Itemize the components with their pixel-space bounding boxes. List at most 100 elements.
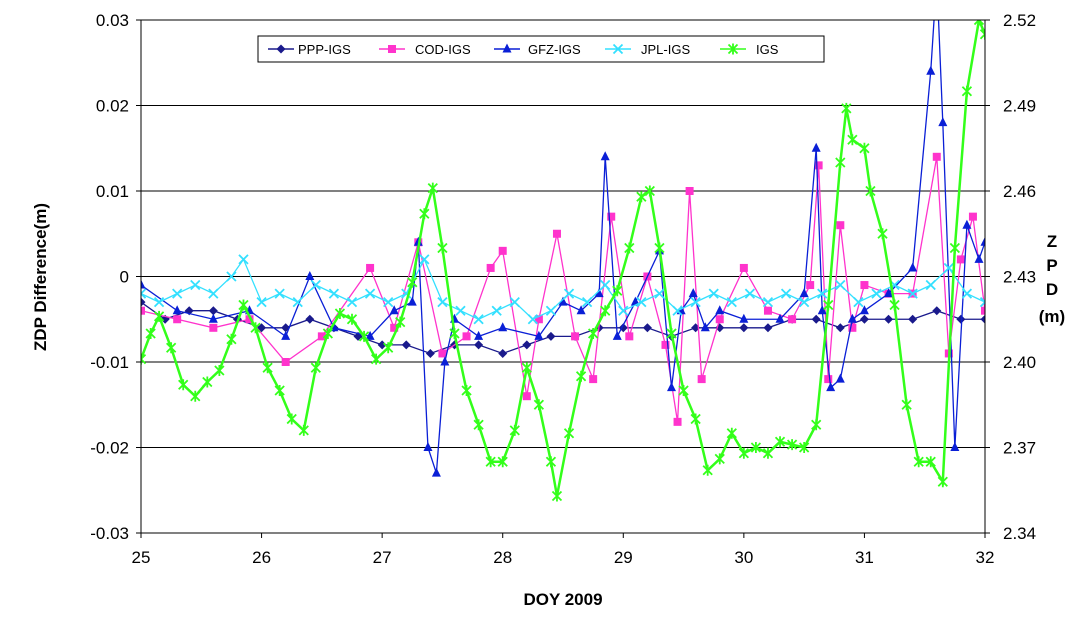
series-layer <box>141 20 985 502</box>
y2-tick-label: 2.43 <box>1003 268 1036 287</box>
data-point <box>497 456 508 468</box>
data-point <box>214 365 225 377</box>
data-point <box>625 332 634 341</box>
data-point <box>600 151 610 161</box>
data-point <box>377 340 387 350</box>
data-point <box>437 242 448 254</box>
data-point <box>250 322 261 334</box>
x-tick-label: 29 <box>614 548 633 567</box>
data-point <box>141 306 145 315</box>
legend-marker <box>388 45 396 53</box>
y2-tick-label: 2.34 <box>1003 524 1036 543</box>
data-point <box>527 314 538 325</box>
data-point <box>173 315 182 324</box>
y2-axis-title-char-1: Z <box>1047 232 1057 251</box>
data-point <box>823 299 834 311</box>
data-point <box>763 323 773 333</box>
data-point <box>153 310 165 322</box>
data-point <box>841 102 852 114</box>
data-point <box>726 297 737 308</box>
data-point <box>209 323 218 332</box>
data-point <box>690 413 701 425</box>
data-point <box>672 305 683 316</box>
y2-tick-label: 2.52 <box>1003 11 1036 30</box>
data-point <box>440 356 450 366</box>
data-point <box>642 323 652 333</box>
data-point <box>973 20 985 26</box>
data-point <box>245 315 254 324</box>
data-point <box>644 185 655 197</box>
data-point <box>423 442 433 451</box>
data-point <box>949 242 960 254</box>
series-gfz-igs <box>141 20 985 477</box>
data-point <box>836 221 845 230</box>
series-ppp-igs <box>141 297 985 358</box>
data-point <box>848 323 857 332</box>
data-point <box>824 375 833 384</box>
data-point <box>811 314 821 324</box>
y-tick-label: 0.02 <box>96 97 129 116</box>
data-point <box>726 427 737 439</box>
legend-marker <box>276 44 286 54</box>
data-point <box>238 299 249 311</box>
data-point <box>799 442 810 453</box>
data-point <box>366 263 375 272</box>
data-point <box>370 353 382 365</box>
data-point <box>847 313 857 323</box>
legend: PPP-IGS COD-IGS GFZ-IGS JPL-IGS IGS <box>257 35 825 63</box>
data-point <box>281 358 290 366</box>
data-point <box>486 263 495 272</box>
data-point <box>690 297 701 308</box>
x-tick-label: 31 <box>855 548 874 567</box>
data-point <box>618 305 629 316</box>
data-point <box>715 315 724 324</box>
data-point <box>980 314 985 324</box>
data-point <box>744 288 756 299</box>
data-point <box>427 182 438 194</box>
data-point <box>859 142 870 154</box>
data-point <box>383 297 394 308</box>
y-tick-label: 0.01 <box>96 182 129 201</box>
data-point <box>364 288 376 299</box>
data-point <box>552 229 561 238</box>
data-point <box>166 342 177 354</box>
data-point <box>714 453 725 465</box>
data-point <box>274 385 285 396</box>
x-tick-label: 30 <box>734 548 753 567</box>
data-point <box>563 427 575 439</box>
data-point <box>673 417 682 426</box>
y-tick-label: 0 <box>120 268 129 287</box>
data-point <box>835 323 845 333</box>
data-point <box>498 246 507 255</box>
data-point <box>884 288 894 298</box>
data-point <box>907 288 918 299</box>
data-point <box>141 288 147 299</box>
data-point <box>485 456 496 468</box>
data-point <box>884 314 894 324</box>
data-point <box>786 439 798 451</box>
legend-item-jpl-igs: JPL-IGS <box>605 42 690 57</box>
y2-axis-ticks: 2.34 2.37 2.40 2.43 2.46 2.49 2.52 <box>985 11 1036 543</box>
data-point <box>932 306 942 316</box>
gridlines <box>141 105 985 448</box>
data-point <box>636 297 647 308</box>
data-point <box>262 362 273 374</box>
legend-label: JPL-IGS <box>641 42 690 57</box>
data-point <box>449 328 460 339</box>
data-point <box>775 313 785 323</box>
data-point <box>835 279 846 291</box>
data-point <box>860 281 869 290</box>
data-point <box>575 370 587 382</box>
legend-label: COD-IGS <box>415 42 471 57</box>
data-point <box>588 328 599 339</box>
data-point <box>624 242 635 254</box>
data-point <box>334 308 346 320</box>
data-point <box>697 375 706 384</box>
data-point <box>533 399 545 411</box>
y-axis-title: ZDP Difference(m) <box>31 203 50 351</box>
data-point <box>666 328 677 339</box>
data-point <box>847 134 858 146</box>
data-point <box>981 306 985 315</box>
x-tick-label: 28 <box>493 548 512 567</box>
data-point <box>667 382 677 392</box>
